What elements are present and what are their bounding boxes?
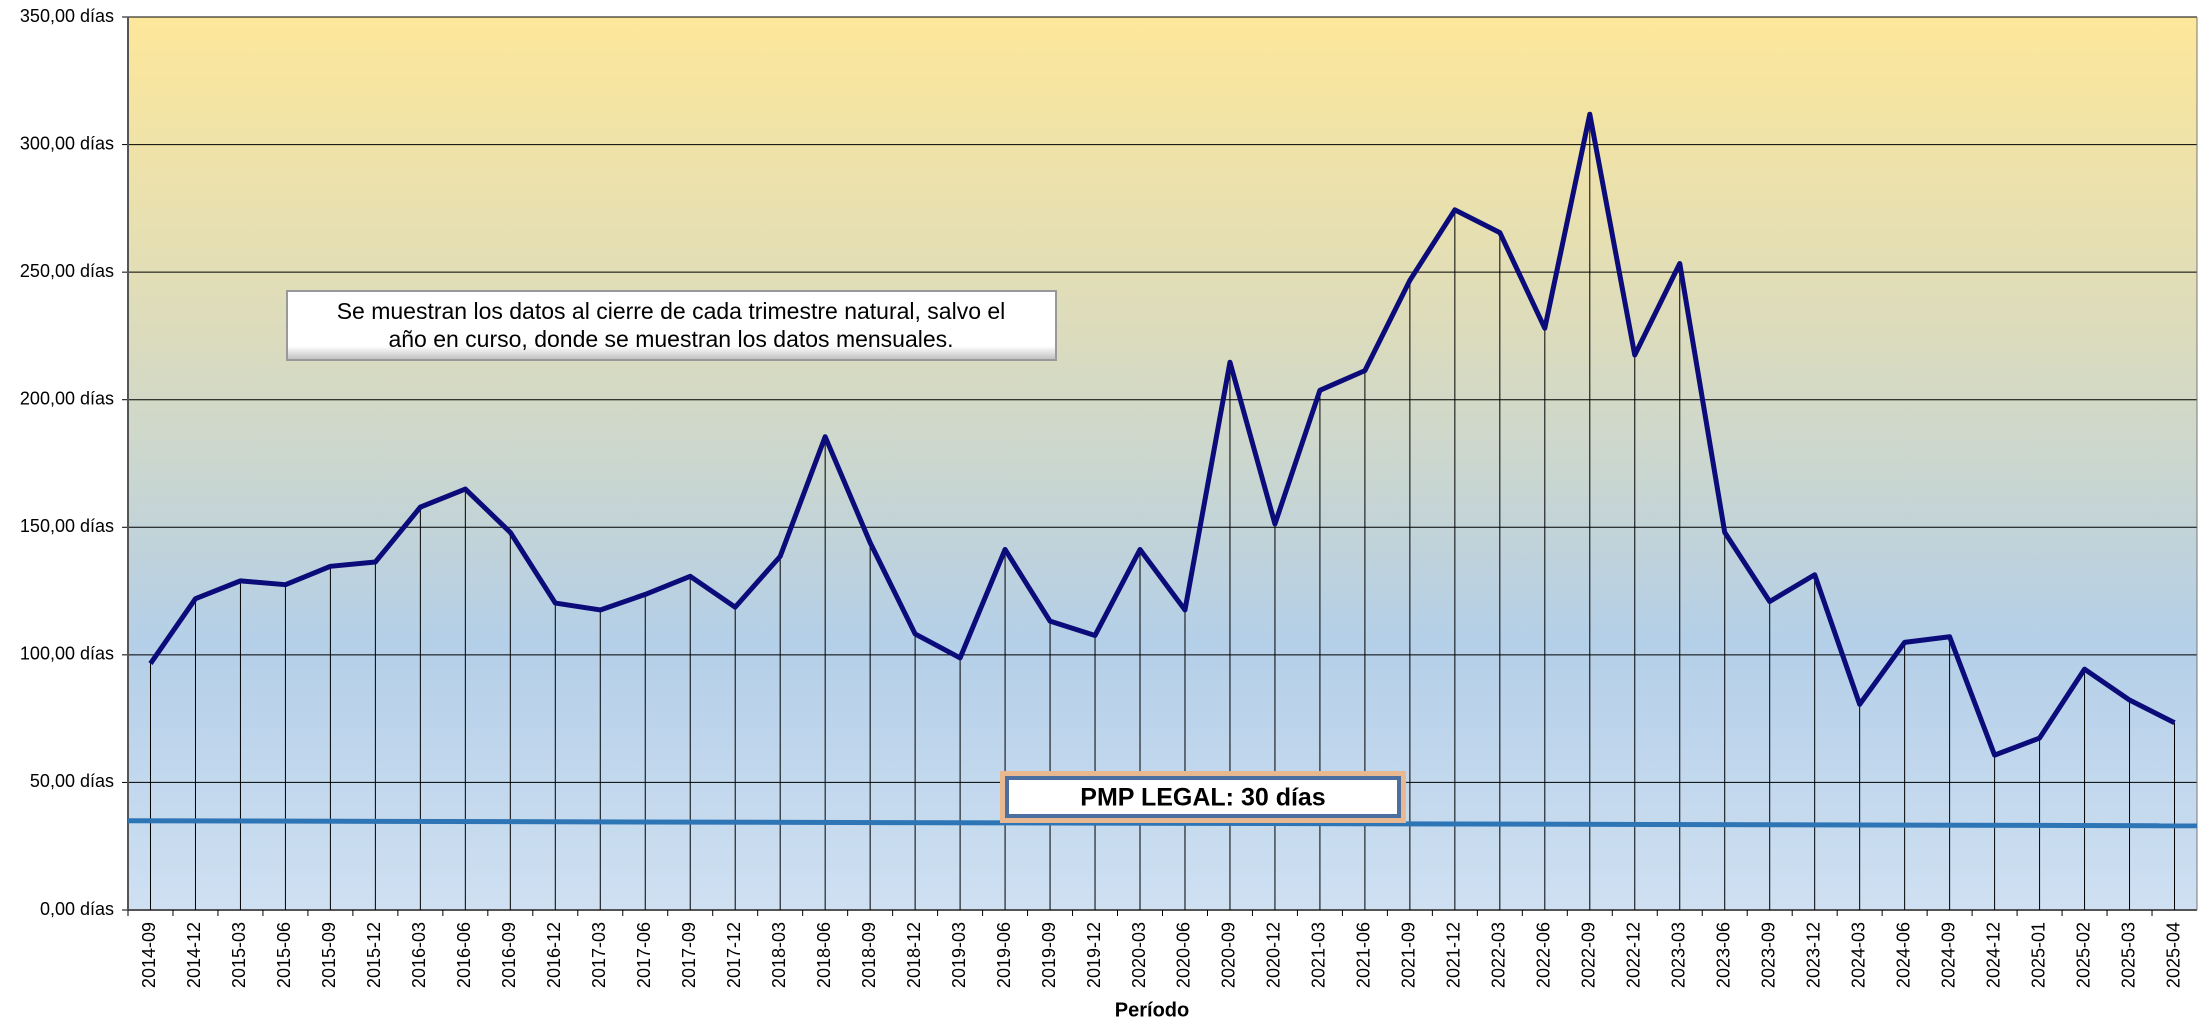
x-tick-label: 2023-09 bbox=[1758, 922, 1778, 988]
x-tick-label: 2024-12 bbox=[1983, 922, 2003, 988]
x-tick-label: 2020-12 bbox=[1264, 922, 1284, 988]
x-tick-label: 2014-09 bbox=[139, 922, 159, 988]
x-tick-label: 2016-06 bbox=[454, 922, 474, 988]
x-tick-label: 2019-03 bbox=[949, 922, 969, 988]
x-tick-label: 2023-06 bbox=[1713, 922, 1733, 988]
plot-area bbox=[128, 17, 2197, 910]
x-tick-label: 2021-06 bbox=[1354, 922, 1374, 988]
x-tick-label: 2020-06 bbox=[1174, 922, 1194, 988]
x-tick-label: 2019-12 bbox=[1084, 922, 1104, 988]
x-tick-label: 2015-12 bbox=[364, 922, 384, 988]
x-tick-label: 2015-09 bbox=[319, 922, 339, 988]
y-tick-label: 0,00 días bbox=[40, 899, 114, 919]
x-tick-label: 2022-12 bbox=[1624, 922, 1644, 988]
y-tick-label: 350,00 días bbox=[20, 6, 114, 26]
y-tick-label: 300,00 días bbox=[20, 133, 114, 153]
x-tick-label: 2018-12 bbox=[904, 922, 924, 988]
x-tick-label: 2017-03 bbox=[589, 922, 609, 988]
legal-label: PMP LEGAL: 30 días bbox=[1080, 784, 1325, 812]
y-tick-label: 150,00 días bbox=[20, 516, 114, 536]
x-tick-label: 2025-04 bbox=[2163, 922, 2183, 988]
y-tick-label: 100,00 días bbox=[20, 644, 114, 664]
x-tick-label: 2024-09 bbox=[1938, 922, 1958, 988]
x-tick-label: 2025-01 bbox=[2028, 922, 2048, 988]
plot-layer: 0,00 días 50,00 días 100,00 días 150,00 día… bbox=[20, 6, 2198, 988]
x-tick-label: 2016-09 bbox=[499, 922, 519, 988]
x-tick-label: 2020-03 bbox=[1129, 922, 1149, 988]
x-tick-label: 2020-09 bbox=[1219, 922, 1239, 988]
x-tick-label: 2023-03 bbox=[1669, 922, 1689, 988]
y-tick-label: 50,00 días bbox=[30, 771, 114, 791]
x-tick-label: 2025-02 bbox=[2073, 922, 2093, 988]
x-tick-label: 2017-12 bbox=[724, 922, 744, 988]
y-tick-label: 250,00 días bbox=[20, 261, 114, 281]
x-tick-label: 2014-12 bbox=[184, 922, 204, 988]
x-axis-title: Período bbox=[1115, 999, 1189, 1021]
x-tick-label: 2018-06 bbox=[814, 922, 834, 988]
x-tick-label: 2017-09 bbox=[679, 922, 699, 988]
x-tick-label: 2021-03 bbox=[1309, 922, 1329, 988]
x-tick-label: 2021-12 bbox=[1444, 922, 1464, 988]
x-tick-label: 2017-06 bbox=[634, 922, 654, 988]
x-tick-label: 2022-09 bbox=[1579, 922, 1599, 988]
x-tick-label: 2016-12 bbox=[544, 922, 564, 988]
x-tick-label: 2022-06 bbox=[1534, 922, 1554, 988]
x-tick-label: 2021-09 bbox=[1399, 922, 1419, 988]
note-box bbox=[286, 290, 1057, 361]
x-tick-label: 2024-03 bbox=[1848, 922, 1868, 988]
x-tick-label: 2023-12 bbox=[1803, 922, 1823, 988]
reference-line bbox=[127, 818, 2198, 829]
legal-box-glow bbox=[1000, 771, 1406, 823]
x-tick-label: 2019-09 bbox=[1039, 922, 1059, 988]
x-tick-label: 2025-03 bbox=[2118, 922, 2138, 988]
x-tick-label: 2024-06 bbox=[1893, 922, 1913, 988]
x-tick-label: 2015-03 bbox=[229, 922, 249, 988]
note-text: año en curso, donde se muestran los dato… bbox=[388, 326, 953, 352]
x-tick-label: 2015-06 bbox=[274, 922, 294, 988]
data-line bbox=[148, 111, 2176, 758]
x-tick-label: 2019-06 bbox=[994, 922, 1014, 988]
y-tick-label: 200,00 días bbox=[20, 388, 114, 408]
note-text: Se muestran los datos al cierre de cada … bbox=[337, 298, 1006, 324]
x-tick-label: 2018-03 bbox=[769, 922, 789, 988]
x-tick-label: 2018-09 bbox=[859, 922, 879, 988]
x-tick-label: 2016-03 bbox=[409, 922, 429, 988]
legal-box bbox=[1005, 776, 1401, 818]
x-tick-label: 2022-03 bbox=[1489, 922, 1509, 988]
